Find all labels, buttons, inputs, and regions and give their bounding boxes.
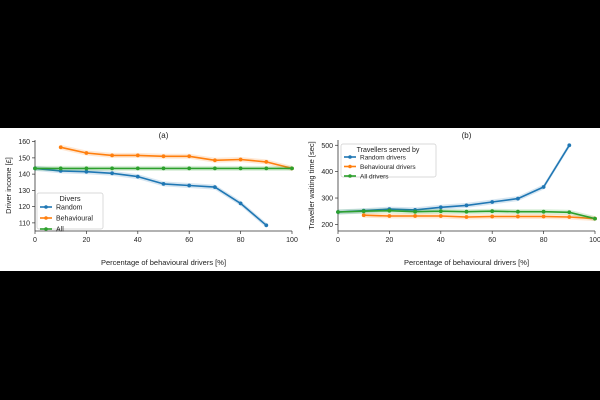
y-tick-label: 500: [321, 143, 333, 150]
data-point-all-drivers: [593, 217, 597, 221]
data-point-random-drivers: [490, 200, 494, 204]
data-point-random: [187, 184, 191, 188]
x-tick-label: 40: [134, 237, 142, 244]
legend-marker-all: [44, 227, 48, 231]
data-point-random: [213, 185, 217, 189]
data-point-all: [213, 167, 217, 171]
data-point-behavioural-drivers: [542, 215, 546, 219]
x-tick-label: 0: [33, 237, 37, 244]
y-tick-label: 400: [321, 169, 333, 176]
data-point-random-drivers: [567, 143, 571, 147]
legend-label-random: Random: [56, 204, 83, 211]
y-tick-label: 140: [18, 172, 30, 179]
y-tick-label: 110: [19, 220, 30, 227]
y-axis-label: Driver income [£]: [4, 157, 13, 214]
legend-title: Travellers served by: [357, 147, 420, 154]
data-point-all-drivers: [388, 209, 392, 213]
y-tick-label: 160: [18, 139, 30, 146]
chart-b: (b) 0 20 40 60 80 100 200 300 400 500 Percentage of…: [300, 128, 600, 271]
legend-marker-behavioural: [44, 216, 48, 220]
x-tick-label: 20: [386, 237, 394, 244]
legend-label-behavioural: Behavioural: [56, 215, 93, 222]
legend-marker-all-drivers: [348, 174, 352, 178]
data-point-all: [264, 167, 268, 171]
x-tick-label: 100: [589, 237, 600, 244]
data-point-all-drivers: [490, 209, 494, 213]
data-point-all: [239, 167, 243, 171]
data-point-behavioural: [59, 145, 63, 149]
data-point-random: [162, 182, 166, 186]
chart-a: (a) 0 20 40 60 80 100 110 120 130 140 150 160 Percent…: [0, 128, 300, 271]
x-tick-label: 60: [488, 237, 496, 244]
data-point-all-drivers: [516, 210, 520, 214]
data-point-random: [136, 175, 140, 179]
data-point-behavioural: [213, 158, 217, 162]
data-point-all-drivers: [413, 210, 417, 214]
data-point-random-drivers: [465, 204, 469, 208]
data-point-random-drivers: [542, 185, 546, 189]
data-point-all: [290, 167, 294, 171]
legend-marker-random-drivers: [348, 155, 352, 159]
data-point-all-drivers: [465, 210, 469, 214]
data-point-random: [110, 171, 114, 175]
legend-marker-behavioural-drivers: [348, 165, 352, 169]
data-point-all: [110, 167, 114, 171]
legend-label-random-drivers: Random drivers: [360, 154, 407, 161]
data-point-behavioural-drivers: [567, 215, 571, 219]
y-tick-label: 300: [321, 196, 333, 203]
data-point-behavioural-drivers: [516, 215, 520, 219]
data-point-random-drivers: [516, 197, 520, 201]
data-point-behavioural: [264, 160, 268, 164]
x-tick-label: 100: [286, 237, 298, 244]
x-tick-label: 40: [437, 237, 445, 244]
data-point-behavioural: [187, 154, 191, 158]
data-point-all: [136, 167, 140, 171]
data-point-all: [162, 167, 166, 171]
legend-label-all: All: [56, 226, 64, 233]
data-point-all: [187, 167, 191, 171]
chart-title: (a): [159, 131, 169, 140]
legend-title: Divers: [59, 194, 81, 203]
data-point-all-drivers: [362, 209, 366, 213]
x-tick-label: 80: [540, 237, 548, 244]
data-point-behavioural: [110, 154, 114, 158]
figure: (a) 0 20 40 60 80 100 110 120 130 140 150 160 Percent…: [0, 128, 600, 271]
y-tick-label: 150: [18, 155, 30, 162]
data-point-behavioural-drivers: [362, 213, 366, 217]
data-point-all-drivers: [542, 210, 546, 214]
data-point-all: [33, 167, 37, 171]
data-point-behavioural-drivers: [490, 215, 494, 219]
x-tick-label: 20: [83, 237, 91, 244]
data-point-random: [264, 223, 268, 227]
y-tick-label: 200: [321, 222, 333, 229]
data-point-all: [59, 167, 63, 171]
data-point-all: [85, 167, 89, 171]
data-point-behavioural: [239, 158, 243, 162]
legend-marker-random: [44, 205, 48, 209]
data-point-behavioural-drivers: [465, 215, 469, 219]
x-tick-label: 0: [336, 237, 340, 244]
x-axis-label: Percentage of behavioural drivers [%]: [404, 258, 529, 267]
data-point-all-drivers: [567, 210, 571, 214]
data-point-behavioural: [162, 154, 166, 158]
data-point-behavioural-drivers: [413, 214, 417, 218]
y-tick-label: 120: [18, 204, 30, 211]
chart-title: (b): [462, 131, 472, 140]
y-tick-label: 130: [18, 188, 30, 195]
data-point-random-drivers: [439, 205, 443, 209]
data-point-all-drivers: [439, 209, 443, 213]
y-axis-label: Traveller waiting time [sec]: [307, 141, 316, 230]
x-tick-label: 80: [237, 237, 245, 244]
data-point-behavioural-drivers: [439, 214, 443, 218]
data-point-behavioural: [136, 154, 140, 158]
data-point-all-drivers: [336, 210, 340, 214]
legend-label-behavioural-drivers: Behavioural drivers: [360, 164, 416, 171]
data-point-behavioural-drivers: [388, 214, 392, 218]
x-axis-label: Percentage of behavioural drivers [%]: [101, 258, 226, 267]
x-tick-label: 60: [185, 237, 193, 244]
data-point-behavioural: [85, 151, 89, 155]
legend-label-all-drivers: All drivers: [360, 173, 389, 180]
data-point-random: [239, 202, 243, 206]
